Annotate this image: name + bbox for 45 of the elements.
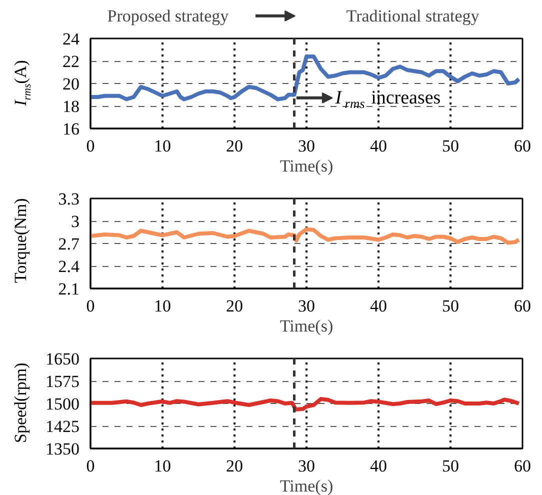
x-tick-label: 0 (86, 456, 95, 476)
x-tick-label: 30 (298, 456, 315, 476)
x-tick-label: 10 (154, 296, 171, 316)
x-tick-label: 40 (370, 296, 387, 316)
x-tick-label: 50 (442, 456, 459, 476)
y-tick-label: 2.4 (58, 257, 80, 276)
x-tick-label: 30 (298, 136, 315, 156)
x-tick-label: 10 (154, 456, 171, 476)
x-tick-label: 50 (442, 136, 459, 156)
text: Proposed strategy (107, 6, 230, 26)
x-axis-title: Time(s) (280, 316, 334, 336)
x-tick-label: 20 (226, 456, 243, 476)
y-tick-label: 1425 (46, 417, 80, 436)
text: Traditional strategy (346, 6, 480, 26)
y-tick-label: 18 (62, 97, 80, 116)
x-tick-label: 20 (226, 296, 243, 316)
y-tick-label: 1500 (46, 394, 80, 414)
x-tick-label: 10 (154, 136, 171, 156)
x-axis-title: Time(s) (280, 156, 334, 176)
x-tick-label: 0 (86, 296, 95, 316)
x-tick-label: 40 (370, 456, 387, 476)
x-tick-label: 60 (514, 136, 531, 156)
y-tick-label: 20 (62, 74, 80, 94)
y-tick-label: 1350 (46, 440, 80, 458)
x-tick-label: 20 (226, 136, 243, 156)
x-tick-label: 0 (86, 136, 95, 156)
y-tick-label: 2.1 (58, 280, 80, 298)
x-axis-title: Time(s) (280, 476, 334, 495)
y-axis-title: Speed(rpm) (10, 362, 31, 443)
x-tick-label: 60 (514, 296, 531, 316)
x-tick-label: 60 (514, 456, 531, 476)
x-tick-label: 30 (298, 296, 315, 316)
line-series (90, 227, 521, 245)
x-tick-label: 40 (370, 136, 387, 156)
y-tick-label: 3.3 (58, 190, 80, 208)
y-tick-label: 2.7 (58, 234, 80, 254)
y-tick-label: 24 (62, 30, 80, 48)
y-tick-label: 1575 (46, 372, 80, 391)
y-tick-label: 3 (71, 212, 80, 231)
y-tick-label: 22 (62, 52, 80, 71)
y-axis-title: Torque(Nm) (10, 198, 31, 283)
line-series (90, 397, 521, 412)
x-tick-label: 50 (442, 296, 459, 316)
y-tick-label: 16 (62, 120, 80, 138)
y-tick-label: 1650 (46, 350, 80, 368)
